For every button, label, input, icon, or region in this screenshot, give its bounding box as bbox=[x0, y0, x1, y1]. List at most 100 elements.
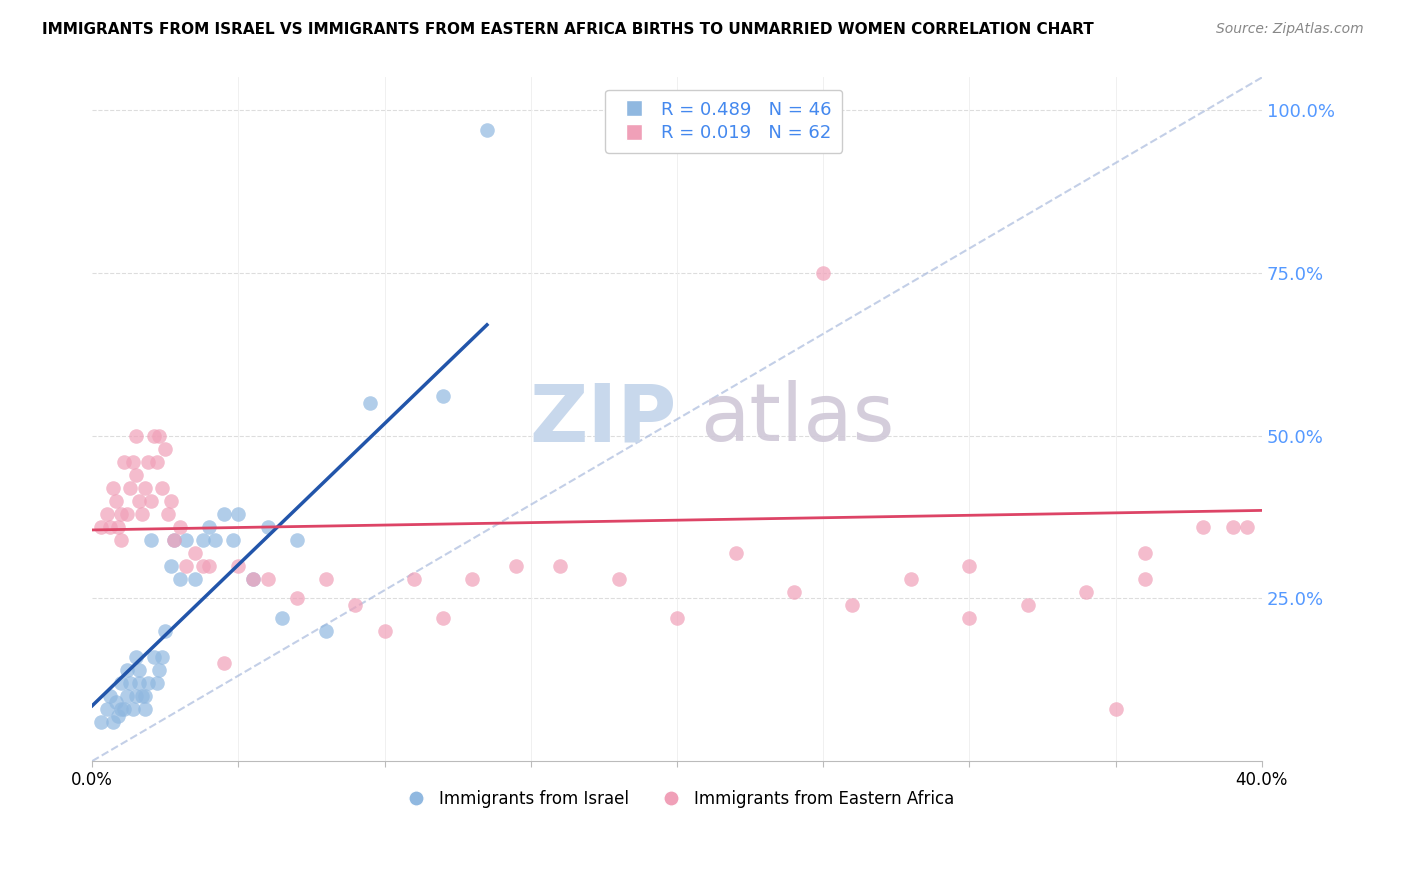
Point bbox=[374, 624, 396, 638]
Point bbox=[212, 657, 235, 671]
Point bbox=[432, 389, 454, 403]
Point bbox=[98, 689, 121, 703]
Point bbox=[204, 533, 226, 547]
Point bbox=[900, 572, 922, 586]
Point bbox=[1017, 598, 1039, 612]
Point bbox=[505, 558, 527, 573]
Point bbox=[183, 572, 205, 586]
Point bbox=[122, 454, 145, 468]
Point bbox=[432, 611, 454, 625]
Point bbox=[193, 533, 215, 547]
Point bbox=[193, 558, 215, 573]
Point bbox=[122, 702, 145, 716]
Point bbox=[125, 467, 148, 482]
Point bbox=[120, 481, 142, 495]
Point bbox=[256, 519, 278, 533]
Point bbox=[139, 493, 162, 508]
Point bbox=[148, 428, 170, 442]
Point bbox=[212, 507, 235, 521]
Point bbox=[134, 689, 156, 703]
Point bbox=[145, 454, 167, 468]
Point bbox=[242, 572, 264, 586]
Point bbox=[163, 533, 186, 547]
Point bbox=[125, 689, 148, 703]
Point bbox=[228, 507, 250, 521]
Text: atlas: atlas bbox=[700, 380, 894, 458]
Point bbox=[117, 689, 139, 703]
Point bbox=[315, 572, 337, 586]
Point bbox=[1133, 572, 1156, 586]
Point bbox=[271, 611, 294, 625]
Point bbox=[285, 591, 308, 606]
Point bbox=[110, 533, 132, 547]
Point bbox=[128, 676, 150, 690]
Text: ZIP: ZIP bbox=[530, 380, 678, 458]
Point bbox=[104, 696, 127, 710]
Point bbox=[1105, 702, 1128, 716]
Point bbox=[110, 507, 132, 521]
Point bbox=[110, 676, 132, 690]
Point bbox=[107, 519, 129, 533]
Point bbox=[169, 572, 191, 586]
Point bbox=[131, 689, 153, 703]
Point bbox=[101, 481, 124, 495]
Point bbox=[163, 533, 186, 547]
Point bbox=[98, 519, 121, 533]
Point bbox=[174, 558, 197, 573]
Point bbox=[461, 572, 484, 586]
Point bbox=[131, 507, 153, 521]
Text: IMMIGRANTS FROM ISRAEL VS IMMIGRANTS FROM EASTERN AFRICA BIRTHS TO UNMARRIED WOM: IMMIGRANTS FROM ISRAEL VS IMMIGRANTS FRO… bbox=[42, 22, 1094, 37]
Point bbox=[959, 611, 981, 625]
Point bbox=[134, 702, 156, 716]
Point bbox=[112, 454, 135, 468]
Point bbox=[155, 624, 177, 638]
Point bbox=[666, 611, 689, 625]
Point bbox=[221, 533, 243, 547]
Point bbox=[101, 714, 124, 729]
Point bbox=[117, 663, 139, 677]
Point bbox=[125, 428, 148, 442]
Point bbox=[136, 676, 159, 690]
Point bbox=[96, 507, 118, 521]
Point bbox=[96, 702, 118, 716]
Point bbox=[1076, 584, 1098, 599]
Point bbox=[157, 507, 180, 521]
Point bbox=[1192, 519, 1215, 533]
Point bbox=[134, 481, 156, 495]
Point bbox=[128, 663, 150, 677]
Point bbox=[145, 676, 167, 690]
Point bbox=[90, 519, 112, 533]
Point bbox=[285, 533, 308, 547]
Point bbox=[148, 663, 170, 677]
Point bbox=[125, 649, 148, 664]
Point bbox=[169, 519, 191, 533]
Point bbox=[813, 266, 835, 280]
Point bbox=[136, 454, 159, 468]
Point bbox=[90, 714, 112, 729]
Point bbox=[548, 558, 571, 573]
Point bbox=[120, 676, 142, 690]
Point bbox=[359, 396, 381, 410]
Point bbox=[475, 122, 498, 136]
Point bbox=[128, 493, 150, 508]
Point bbox=[112, 702, 135, 716]
Legend: Immigrants from Israel, Immigrants from Eastern Africa: Immigrants from Israel, Immigrants from … bbox=[392, 783, 962, 814]
Point bbox=[155, 442, 177, 456]
Point bbox=[783, 584, 806, 599]
Point bbox=[160, 493, 183, 508]
Point bbox=[607, 572, 630, 586]
Point bbox=[150, 481, 173, 495]
Point bbox=[228, 558, 250, 573]
Point bbox=[724, 546, 747, 560]
Point bbox=[142, 428, 165, 442]
Point bbox=[183, 546, 205, 560]
Point bbox=[256, 572, 278, 586]
Point bbox=[1236, 519, 1258, 533]
Point bbox=[344, 598, 367, 612]
Point bbox=[107, 708, 129, 723]
Point bbox=[402, 572, 425, 586]
Point bbox=[1133, 546, 1156, 560]
Point bbox=[110, 702, 132, 716]
Point bbox=[174, 533, 197, 547]
Point bbox=[841, 598, 863, 612]
